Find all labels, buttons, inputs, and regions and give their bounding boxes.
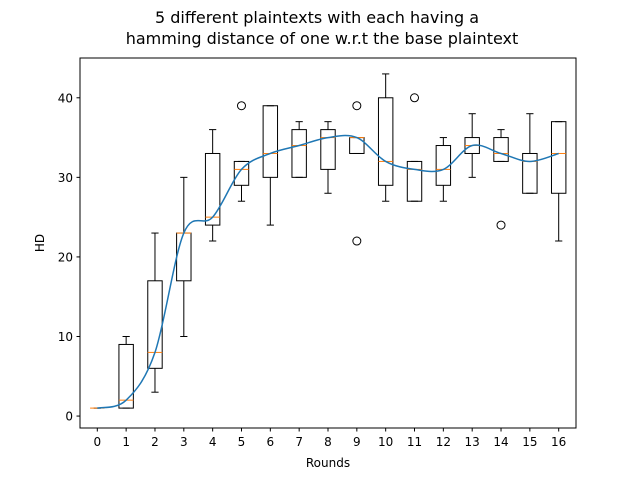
outlier-point [352, 236, 362, 246]
y-tick-label: 20 [58, 250, 73, 264]
box [435, 145, 452, 186]
outlier-point [496, 220, 506, 230]
y-tick-label: 30 [58, 171, 73, 185]
plot-frame [79, 57, 577, 429]
x-tick-label: 13 [465, 435, 480, 449]
box [291, 129, 307, 178]
x-tick-label: 14 [493, 435, 508, 449]
y-tick-label: 0 [65, 410, 73, 424]
outlier-point [410, 93, 420, 103]
x-tick-label: 4 [209, 435, 217, 449]
chart-title-line-2: hamming distance of one w.r.t the base p… [126, 29, 519, 48]
box [204, 152, 221, 226]
x-tick-label: 0 [93, 435, 101, 449]
x-axis-ticks: 0 1 2 3 4 5 6 7 8 9 10 11 12 13 14 15 16 [93, 428, 566, 449]
x-tick-label: 9 [353, 435, 361, 449]
x-tick-label: 3 [180, 435, 188, 449]
box [406, 160, 423, 202]
x-tick-label: 6 [267, 435, 275, 449]
chart-title-line-1: 5 different plaintexts with each having … [155, 8, 479, 27]
box [320, 129, 336, 170]
box [176, 232, 192, 282]
outlier-point [352, 101, 362, 111]
y-axis-label: HD [33, 234, 47, 252]
x-tick-label: 1 [122, 435, 130, 449]
box [550, 121, 567, 194]
x-tick-label: 2 [151, 435, 159, 449]
x-tick-label: 7 [295, 435, 303, 449]
median-trend-line [97, 134, 559, 409]
x-tick-label: 12 [436, 435, 451, 449]
x-tick-label: 11 [407, 435, 422, 449]
x-tick-label: 5 [238, 435, 246, 449]
outlier-point [236, 101, 246, 111]
x-tick-label: 15 [522, 435, 537, 449]
x-tick-label: 16 [551, 435, 566, 449]
x-tick-label: 10 [378, 435, 393, 449]
box [262, 105, 279, 178]
y-tick-label: 10 [58, 330, 73, 344]
box [377, 97, 394, 186]
x-axis-label: Rounds [306, 456, 350, 470]
y-tick-label: 40 [58, 91, 73, 105]
box [493, 137, 509, 162]
box [233, 160, 250, 186]
box [522, 152, 538, 194]
plot-elements [90, 73, 567, 409]
box [118, 343, 134, 409]
box [147, 280, 163, 369]
y-axis-ticks: 0 10 20 30 40 [58, 91, 80, 424]
x-tick-label: 8 [324, 435, 332, 449]
